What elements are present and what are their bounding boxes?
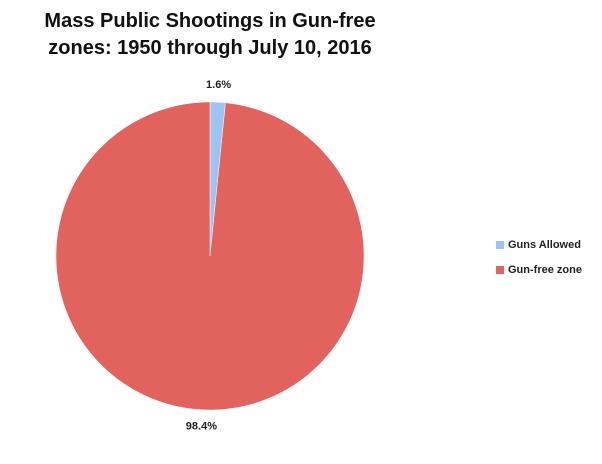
legend-label: Gun-free zone bbox=[508, 264, 582, 276]
data-label: 1.6% bbox=[206, 79, 231, 91]
chart-title: Mass Public Shootings in Gun-free zones:… bbox=[44, 10, 376, 59]
legend-label: Guns Allowed bbox=[508, 239, 581, 251]
data-label: 98.4% bbox=[186, 421, 217, 433]
legend-swatch bbox=[496, 241, 504, 249]
pie-slice bbox=[55, 101, 365, 411]
legend-swatch bbox=[496, 266, 504, 274]
